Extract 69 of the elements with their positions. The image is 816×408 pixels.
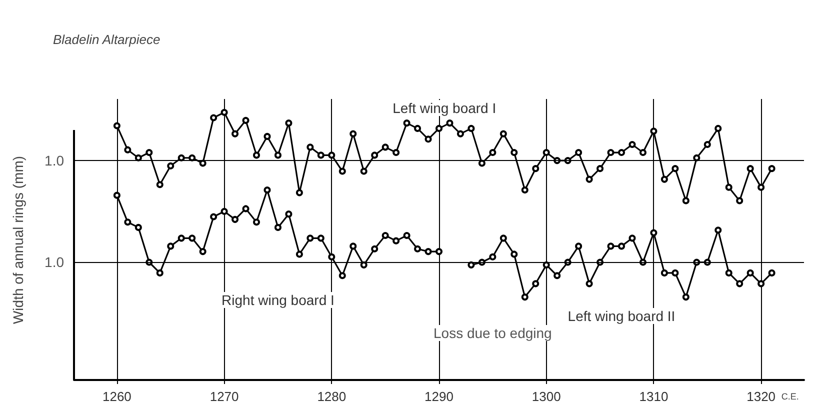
point — [296, 250, 303, 258]
point — [274, 224, 282, 231]
x-tick-label: 1310 — [639, 389, 668, 404]
annotation: 1.0 — [44, 152, 64, 169]
point — [424, 248, 432, 256]
point — [575, 242, 582, 250]
point — [532, 280, 540, 288]
point — [542, 261, 550, 268]
point — [489, 253, 496, 260]
point — [167, 242, 174, 250]
point — [554, 272, 561, 280]
point — [178, 234, 185, 242]
point — [242, 205, 250, 212]
point — [758, 280, 765, 288]
point — [650, 229, 658, 236]
point — [285, 210, 292, 218]
point — [220, 208, 228, 215]
point — [500, 234, 507, 242]
point — [188, 234, 196, 242]
x-axis-title: C.E. — [781, 392, 799, 402]
series-label: Left wing board II — [568, 308, 676, 324]
point — [199, 248, 206, 256]
x-tick-label: 1270 — [210, 389, 239, 404]
point — [156, 269, 164, 276]
point — [371, 245, 378, 252]
point — [306, 234, 314, 242]
x-tick-label: 1260 — [102, 389, 132, 404]
point — [360, 261, 368, 268]
chart-title: Bladelin Altarpiece — [53, 32, 160, 47]
x-tick-label: 1320 — [746, 389, 776, 404]
point — [338, 272, 346, 280]
point — [746, 269, 754, 276]
point — [113, 192, 120, 199]
x-tick-label: 1280 — [317, 389, 346, 404]
x-tick-label: 1300 — [532, 389, 561, 404]
point — [382, 232, 389, 239]
point — [618, 242, 625, 250]
annotation: Loss due to edging — [434, 325, 552, 341]
series-label: Right wing board I — [222, 292, 334, 308]
point — [264, 186, 271, 194]
point — [134, 224, 142, 231]
point — [672, 269, 679, 276]
point — [521, 294, 528, 301]
point — [510, 250, 518, 258]
annotation: 1.0 — [44, 254, 64, 270]
point — [317, 234, 324, 242]
y-axis-title: Width of annual rings (mm) — [10, 156, 26, 324]
point — [403, 232, 410, 239]
x-tick-label: 1290 — [424, 389, 454, 404]
point — [586, 280, 593, 288]
point — [253, 218, 260, 226]
point — [768, 269, 776, 276]
point — [725, 269, 732, 276]
point — [682, 294, 690, 301]
point — [628, 234, 636, 242]
point — [328, 253, 336, 260]
point — [350, 242, 357, 250]
point — [468, 261, 475, 268]
point — [392, 237, 400, 244]
point — [714, 226, 722, 234]
series-label: Left wing board I — [392, 100, 496, 116]
point — [414, 245, 422, 252]
point — [124, 218, 132, 226]
point — [736, 280, 744, 288]
point — [436, 248, 442, 256]
point — [660, 269, 668, 276]
point — [232, 216, 239, 223]
point — [607, 242, 614, 250]
point — [210, 213, 218, 220]
